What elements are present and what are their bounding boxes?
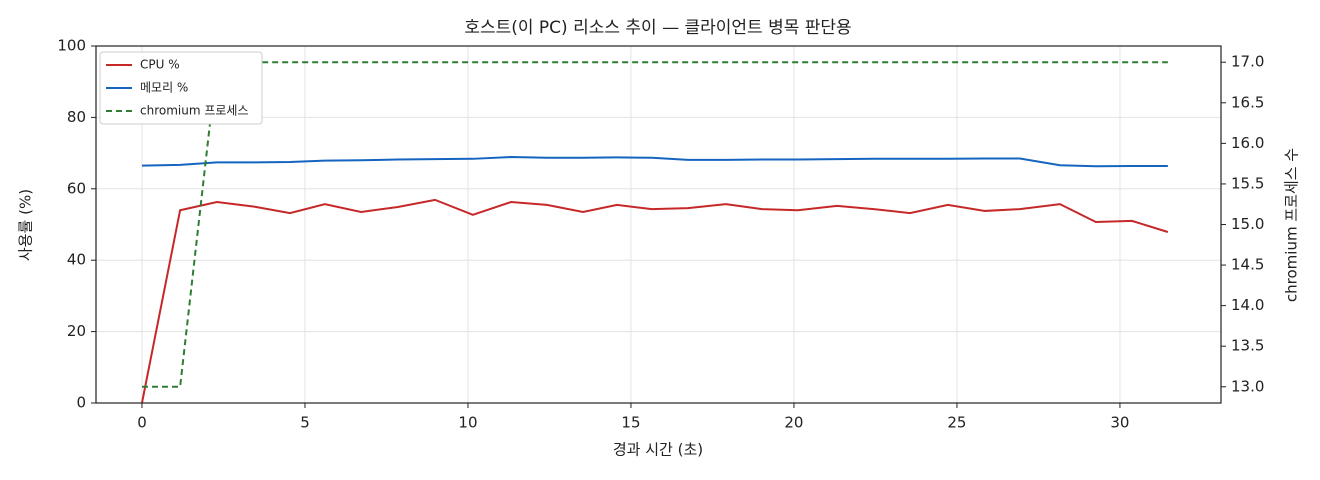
legend-label: chromium 프로세스: [140, 104, 249, 118]
x-tick-label: 10: [458, 414, 477, 432]
y2-tick-label: 13.5: [1231, 337, 1264, 355]
legend-label: 메모리 %: [140, 81, 188, 95]
series-line: [140, 198, 1169, 404]
y-tick-label: 20: [67, 322, 86, 340]
y2-tick-label: 16.5: [1231, 93, 1264, 111]
plot-frame: [95, 45, 1222, 404]
chart-title: 호스트(이 PC) 리소스 추이 — 클라이언트 병목 판단용: [464, 18, 851, 38]
y2-tick-label: 14.0: [1231, 296, 1264, 314]
x-tick-label: 0: [137, 414, 147, 432]
x-tick-label: 5: [300, 414, 310, 432]
y2-tick-label: 13.0: [1231, 377, 1264, 395]
y-axis-label: 사용률 (%): [17, 189, 35, 261]
y-tick-label: 60: [67, 179, 86, 197]
legend-label: CPU %: [140, 58, 180, 72]
y-tick-label: 80: [67, 108, 86, 126]
series-line: [141, 156, 1168, 168]
y2-tick-label: 17.0: [1231, 53, 1264, 71]
legend-box: [99, 51, 263, 125]
x-tick-label: 15: [621, 414, 640, 432]
y2-axis-label: chromium 프로세스 수: [1283, 148, 1301, 302]
y2-tick-label: 14.5: [1231, 256, 1264, 274]
y-tick-label: 0: [76, 394, 86, 412]
y-tick-label: 40: [67, 251, 86, 269]
y-tick-label: 100: [57, 37, 86, 55]
x-tick-label: 25: [947, 414, 966, 432]
legend: CPU % 메모리 % chromium 프로세스: [99, 51, 263, 125]
x-axis-label: 경과 시간 (초): [613, 441, 703, 459]
x-tick-label: 30: [1110, 414, 1129, 432]
y2-tick-label: 15.5: [1231, 174, 1264, 192]
y2-tick-label: 15.0: [1231, 215, 1264, 233]
series-line: [141, 61, 1168, 388]
y2-tick-label: 16.0: [1231, 134, 1264, 152]
x-tick-label: 20: [784, 414, 803, 432]
